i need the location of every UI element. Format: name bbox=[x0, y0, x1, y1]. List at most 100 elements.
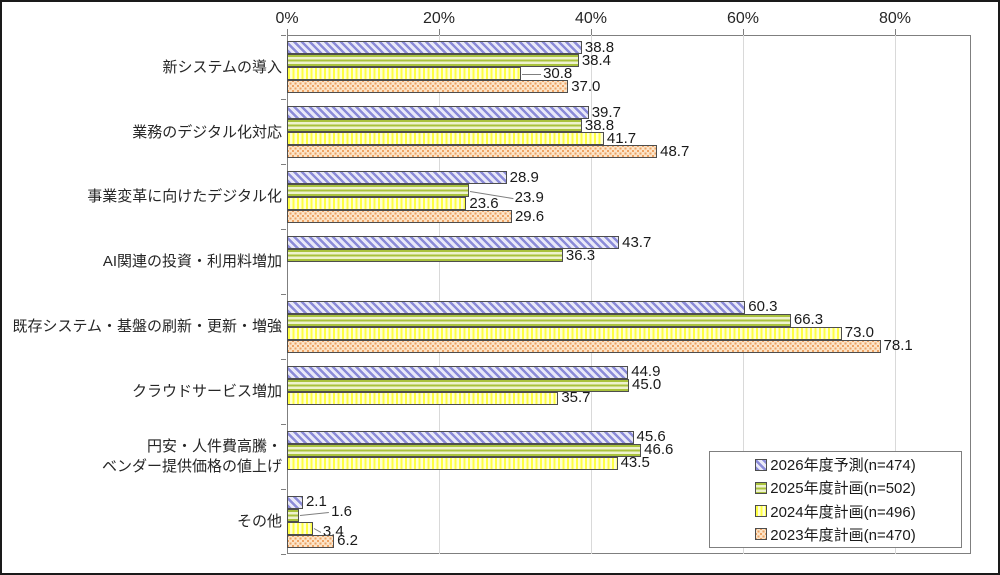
value-label: 30.8 bbox=[543, 64, 573, 82]
bar bbox=[287, 249, 563, 263]
axis-tick bbox=[591, 29, 592, 35]
bar bbox=[287, 236, 620, 250]
value-label: 23.6 bbox=[469, 194, 499, 212]
x-axis-tick-label: 60% bbox=[726, 10, 760, 27]
bar bbox=[287, 41, 582, 55]
x-axis-tick-label: 80% bbox=[878, 10, 912, 27]
value-label: 35.7 bbox=[561, 389, 591, 407]
axis-tick bbox=[439, 29, 440, 35]
value-label: 1.6 bbox=[331, 503, 353, 521]
legend-item: 2024年度計画(n=496) bbox=[755, 501, 916, 522]
category-label: その他 bbox=[236, 512, 282, 530]
bar bbox=[287, 300, 746, 314]
value-label: 45.0 bbox=[632, 376, 662, 394]
legend-item-label: 2025年度計画(n=502) bbox=[770, 480, 916, 498]
value-label: 37.0 bbox=[571, 77, 601, 95]
value-label: 23.9 bbox=[514, 188, 544, 206]
category-label: 新システムの導入 bbox=[162, 58, 282, 76]
bar bbox=[287, 184, 469, 198]
category-axis-tick bbox=[281, 164, 286, 166]
bar bbox=[287, 132, 604, 146]
bar bbox=[287, 456, 618, 470]
value-label: 41.7 bbox=[606, 129, 637, 147]
legend-swatch-icon bbox=[755, 528, 768, 541]
bar bbox=[287, 145, 658, 159]
category-label: 既存システム・基盤の刷新・更新・増強 bbox=[12, 318, 282, 336]
legend-item: 2023年度計画(n=470) bbox=[755, 524, 916, 545]
x-axis-tick-label: 40% bbox=[574, 10, 608, 27]
value-label: 28.9 bbox=[509, 168, 539, 186]
category-axis-tick bbox=[281, 553, 286, 555]
bar bbox=[287, 80, 569, 94]
category-label: 事業変革に向けたデジタル化 bbox=[87, 188, 282, 206]
bar bbox=[287, 365, 629, 379]
bar bbox=[287, 339, 881, 353]
legend-swatch-icon bbox=[755, 458, 768, 471]
category-label: 円安・人件費高騰・ ベンダー提供価格の値上げ bbox=[101, 438, 282, 475]
bar bbox=[287, 443, 642, 457]
value-label: 45.6 bbox=[636, 428, 666, 446]
bar bbox=[287, 430, 634, 444]
value-label: 73.0 bbox=[844, 324, 874, 342]
value-label: 36.3 bbox=[565, 246, 596, 264]
category-axis-tick bbox=[281, 294, 286, 295]
x-axis-tick-label: 0% bbox=[275, 10, 299, 27]
legend-item: 2025年度計画(n=502) bbox=[755, 477, 916, 498]
bar bbox=[287, 378, 629, 392]
bar bbox=[287, 391, 559, 405]
value-label: 78.1 bbox=[883, 337, 913, 355]
gridline bbox=[591, 35, 592, 554]
value-label: 43.7 bbox=[622, 233, 652, 251]
axis-tick bbox=[743, 29, 744, 35]
category-axis-tick bbox=[281, 99, 286, 101]
bar bbox=[287, 326, 842, 340]
value-label: 43.5 bbox=[620, 454, 650, 472]
legend-item-label: 2023年度計画(n=470) bbox=[770, 526, 916, 544]
axis-tick bbox=[287, 29, 288, 35]
value-label: 29.6 bbox=[514, 207, 545, 225]
category-axis-tick bbox=[281, 358, 286, 360]
value-label: 44.9 bbox=[631, 363, 661, 381]
category-label: 業務のデジタル化対応 bbox=[132, 123, 282, 141]
value-leader-line bbox=[522, 73, 542, 75]
x-axis-tick-label: 20% bbox=[422, 10, 456, 27]
legend: 2026年度予測(n=474) 2025年度計画(n=502) 2024年度計画(n… bbox=[709, 451, 962, 548]
value-label: 38.8 bbox=[584, 38, 615, 56]
legend-swatch-icon bbox=[755, 481, 768, 494]
legend-item: 2026年度予測(n=474) bbox=[755, 454, 916, 475]
value-label: 38.8 bbox=[584, 116, 615, 134]
category-axis-tick bbox=[281, 423, 286, 425]
value-label: 66.3 bbox=[793, 311, 824, 329]
value-label: 2.1 bbox=[305, 493, 327, 511]
value-label: 60.3 bbox=[748, 298, 778, 316]
value-label: 39.7 bbox=[591, 103, 621, 121]
value-label: 48.7 bbox=[660, 142, 690, 160]
value-label: 6.2 bbox=[337, 532, 358, 550]
bar bbox=[287, 210, 512, 224]
category-axis-tick bbox=[281, 229, 286, 231]
legend-swatch-icon bbox=[755, 505, 768, 518]
bar bbox=[287, 521, 313, 535]
gridline bbox=[895, 35, 896, 554]
category-label: クラウドサービス増加 bbox=[131, 383, 282, 401]
category-label: AI関連の投資・利用料増加 bbox=[102, 253, 282, 271]
bar bbox=[287, 534, 335, 548]
bar bbox=[287, 508, 300, 522]
axis-tick bbox=[895, 29, 896, 35]
category-axis-tick bbox=[281, 488, 286, 490]
value-label: 38.4 bbox=[581, 51, 612, 69]
bar bbox=[287, 106, 589, 120]
bar bbox=[287, 313, 791, 327]
gridline bbox=[439, 35, 440, 554]
bar bbox=[287, 495, 303, 509]
bar bbox=[287, 67, 522, 81]
gridline bbox=[743, 35, 744, 554]
bar bbox=[287, 171, 507, 185]
legend-item-label: 2026年度予測(n=474) bbox=[770, 457, 916, 475]
bar bbox=[287, 54, 579, 68]
bar bbox=[287, 197, 467, 211]
legend-item-label: 2024年度計画(n=496) bbox=[770, 503, 916, 521]
bar bbox=[287, 119, 582, 133]
value-label: 46.6 bbox=[644, 441, 674, 459]
